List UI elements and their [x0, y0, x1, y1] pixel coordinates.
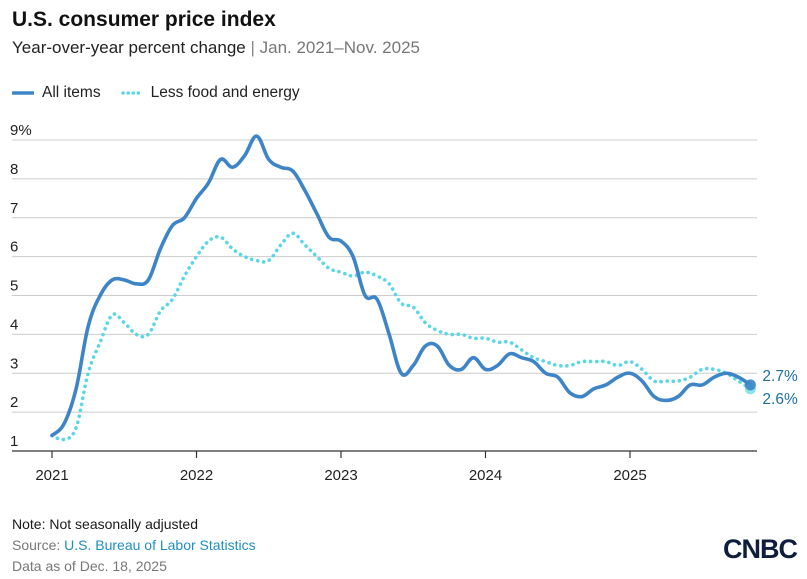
chart-title: U.S. consumer price index	[12, 8, 276, 31]
y-tick-label: 5	[10, 278, 18, 295]
y-tick-label: 8	[10, 161, 18, 178]
cnbc-logo: CNBC	[723, 534, 798, 564]
source-line: Source: U.S. Bureau of Labor Statistics	[12, 535, 256, 556]
line-chart: 1 2 3 4 5 6 7 8 9% 2021 2022 2023 2024 2025 2.7% 2.6%	[10, 122, 798, 484]
legend-item-core: Less food and energy	[120, 84, 300, 102]
subtitle-range: Jan. 2021–Nov. 2025	[259, 38, 420, 57]
legend-item-all-items: All items	[12, 84, 101, 102]
chart-notes: Note: Not seasonally adjusted Source: U.…	[12, 514, 256, 577]
x-tick-label: 2023	[324, 467, 357, 484]
y-tick-label: 1	[10, 433, 18, 450]
end-label-all-items: 2.7%	[762, 368, 798, 385]
series-line-all-items	[50, 134, 753, 438]
series-line-core	[50, 231, 753, 442]
source-prefix: Source:	[12, 537, 65, 553]
legend-label-core: Less food and energy	[150, 84, 300, 101]
y-tick-label: 4	[10, 316, 18, 333]
x-tick-label: 2025	[613, 467, 646, 484]
source-link[interactable]: U.S. Bureau of Labor Statistics	[64, 537, 256, 553]
y-tick-label: 9%	[10, 122, 32, 139]
end-point-all-items	[744, 379, 756, 391]
note-text: Note: Not seasonally adjusted	[12, 516, 198, 532]
subtitle-main: Year-over-year percent change	[12, 38, 246, 57]
legend-label-all-items: All items	[42, 84, 101, 101]
end-label-core: 2.6%	[762, 391, 798, 408]
y-tick-label: 2	[10, 394, 18, 411]
x-tick-label: 2024	[469, 467, 502, 484]
legend-swatch-dotted	[120, 91, 143, 95]
x-tick-label: 2021	[35, 467, 68, 484]
y-tick-label: 3	[10, 355, 18, 372]
subtitle-separator: |	[250, 38, 255, 57]
y-tick-label: 7	[10, 200, 18, 217]
legend-swatch-solid	[12, 91, 34, 95]
chart-legend: All items Less food and energy	[12, 84, 320, 102]
y-tick-label: 6	[10, 239, 18, 256]
chart-subtitle: Year-over-year percent change | Jan. 202…	[12, 38, 420, 58]
x-tick-label: 2022	[180, 467, 213, 484]
data-as-of: Data as of Dec. 18, 2025	[12, 558, 167, 574]
